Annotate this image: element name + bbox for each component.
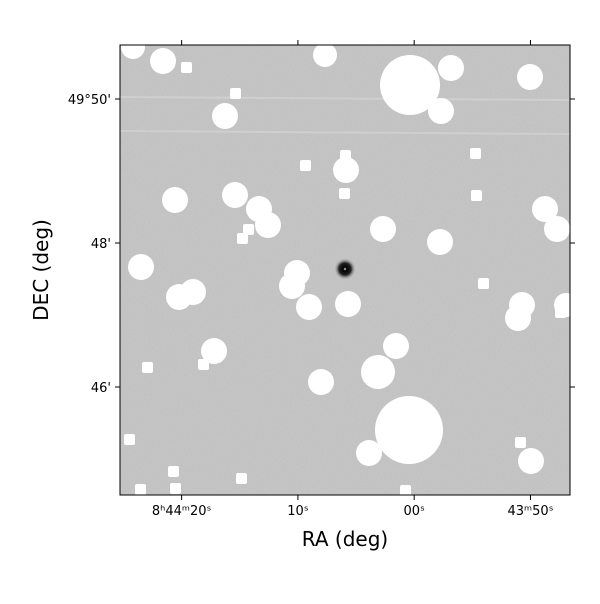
mask	[370, 216, 396, 242]
mask	[168, 466, 179, 477]
sky-image	[120, 45, 570, 495]
mask	[300, 160, 311, 171]
mask	[380, 55, 440, 115]
y-tick-label: 46'	[91, 381, 111, 396]
mask	[361, 355, 395, 389]
mask	[555, 307, 566, 318]
mask	[428, 98, 454, 124]
mask	[517, 64, 543, 90]
mask	[150, 48, 176, 74]
mask	[121, 45, 145, 59]
mask	[515, 437, 526, 448]
mask	[237, 233, 248, 244]
x-tick-label: 00ˢ	[403, 504, 425, 519]
mask	[135, 484, 146, 495]
mask	[333, 157, 359, 183]
mask	[383, 333, 409, 359]
mask	[518, 448, 544, 474]
mask	[124, 434, 135, 445]
mask	[532, 196, 558, 222]
mask	[243, 224, 254, 235]
mask	[236, 473, 247, 484]
mask	[340, 150, 351, 161]
mask	[230, 88, 241, 99]
x-tick-label: 43ᵐ50ˢ	[507, 504, 553, 519]
mask	[142, 362, 153, 373]
mask	[313, 45, 337, 67]
mask	[438, 55, 464, 81]
mask	[296, 294, 322, 320]
mask	[222, 182, 248, 208]
mask	[255, 212, 281, 238]
mask	[180, 279, 206, 305]
mask	[471, 190, 482, 201]
mask	[279, 273, 305, 299]
mask	[544, 216, 570, 242]
mask	[427, 229, 453, 255]
mask	[375, 396, 443, 464]
mask	[335, 291, 361, 317]
y-axis-label: DEC (deg)	[29, 219, 53, 321]
mask	[505, 305, 531, 331]
mask	[128, 254, 154, 280]
mask	[162, 187, 188, 213]
mask	[201, 338, 227, 364]
y-tick-label: 48'	[91, 237, 111, 252]
mask	[478, 278, 489, 289]
plot-frame	[119, 44, 571, 496]
y-tick-label: 49°50'	[68, 93, 111, 108]
mask	[470, 148, 481, 159]
mask	[170, 483, 181, 494]
mask	[212, 103, 238, 129]
x-axis-label: RA (deg)	[302, 527, 388, 551]
x-tick-label: 8ʰ44ᵐ20ˢ	[152, 504, 212, 519]
mask	[400, 485, 411, 495]
mask	[198, 359, 209, 370]
x-tick-label: 10ˢ	[287, 504, 309, 519]
mask	[181, 62, 192, 73]
mask	[339, 188, 350, 199]
mask	[308, 369, 334, 395]
mask	[356, 440, 382, 466]
